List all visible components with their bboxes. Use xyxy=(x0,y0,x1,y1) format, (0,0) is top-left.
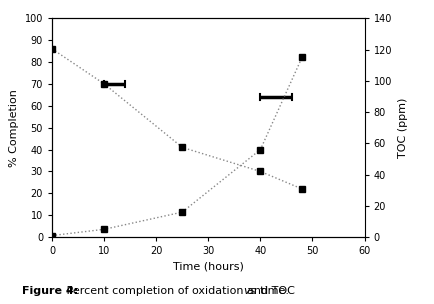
Text: . time.: . time. xyxy=(253,286,289,296)
Y-axis label: % Completion: % Completion xyxy=(9,89,19,167)
X-axis label: Time (hours): Time (hours) xyxy=(173,262,244,272)
Y-axis label: TOC (ppm): TOC (ppm) xyxy=(398,98,408,158)
Text: Percent completion of oxidation and TOC: Percent completion of oxidation and TOC xyxy=(63,286,298,296)
Text: vs: vs xyxy=(243,286,256,296)
Text: Figure 4:: Figure 4: xyxy=(22,286,78,296)
